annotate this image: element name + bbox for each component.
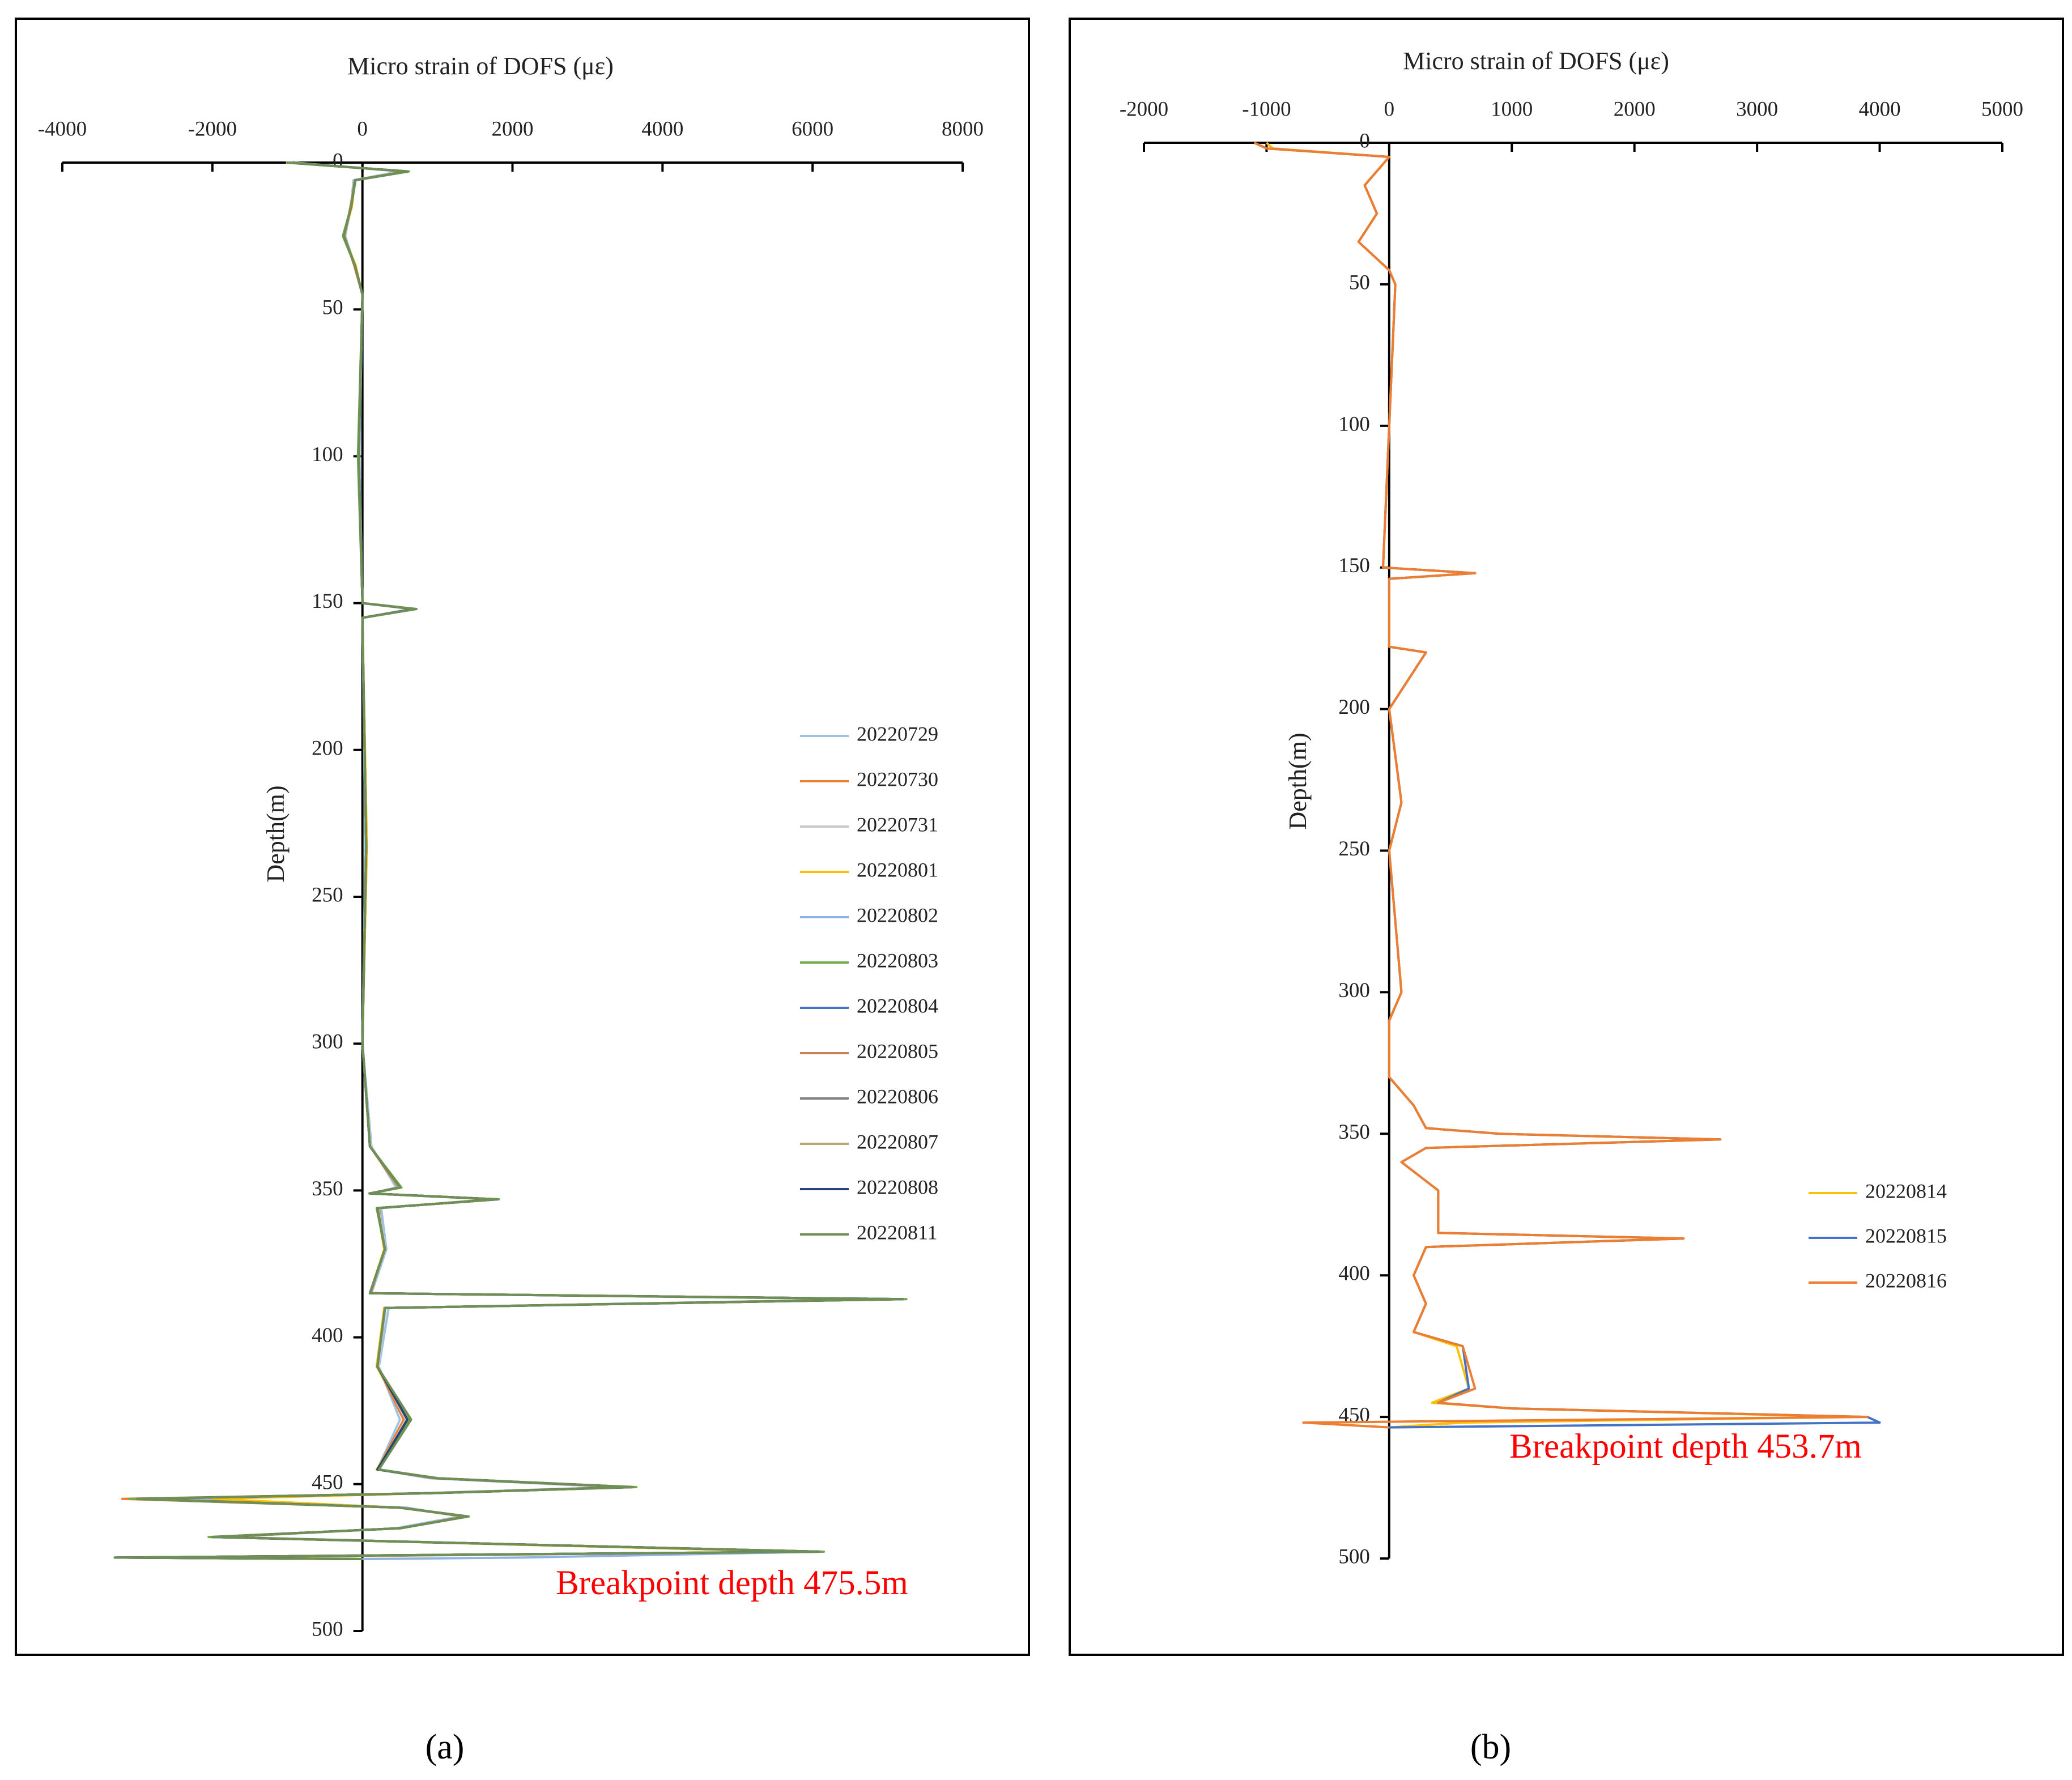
- y-tick-label: 50: [1349, 271, 1370, 294]
- legend-label: 20220807: [857, 1130, 938, 1153]
- x-axis-title: Micro strain of DOFS (με): [1403, 47, 1669, 75]
- y-axis-title: Depth(m): [1284, 733, 1312, 829]
- y-tick-label: 450: [312, 1471, 343, 1494]
- series-line: [113, 161, 908, 1560]
- y-tick-label: 250: [1338, 837, 1370, 861]
- y-tick-label: 500: [312, 1617, 343, 1641]
- y-tick-label: 150: [1338, 554, 1370, 577]
- y-tick-label: 0: [1359, 129, 1370, 152]
- series-line: [136, 161, 896, 1560]
- series-line: [121, 161, 889, 1560]
- series-line: [136, 161, 904, 1560]
- legend-label: 20220815: [1865, 1224, 1947, 1247]
- x-tick-label: 2000: [1614, 97, 1656, 121]
- y-tick-label: 300: [1338, 979, 1370, 1002]
- y-tick-label: 0: [333, 149, 343, 172]
- x-tick-label: 2000: [492, 117, 534, 140]
- legend-label: 20220803: [857, 949, 938, 972]
- y-tick-label: 150: [312, 590, 343, 613]
- series-line: [113, 161, 904, 1560]
- panel-frame: [15, 18, 1030, 1656]
- y-tick-label: 350: [312, 1177, 343, 1200]
- series-line: [121, 161, 904, 1560]
- legend-label: 20220805: [857, 1040, 938, 1062]
- y-tick-label: 200: [1338, 696, 1370, 719]
- y-tick-label: 200: [312, 736, 343, 760]
- y-tick-label: 500: [1338, 1545, 1370, 1568]
- y-tick-label: 450: [1338, 1404, 1370, 1427]
- series-line: [113, 161, 904, 1560]
- panel-label: (a): [426, 1728, 465, 1766]
- y-tick-label: 50: [322, 296, 343, 320]
- y-tick-label: 400: [312, 1324, 343, 1347]
- annotation: Breakpoint depth 475.5m: [556, 1564, 908, 1602]
- series-line: [181, 161, 900, 1560]
- legend-label: 20220801: [857, 858, 938, 881]
- x-tick-label: -1000: [1242, 97, 1291, 121]
- x-tick-label: -2000: [1120, 97, 1168, 121]
- x-tick-label: 4000: [1859, 97, 1901, 121]
- x-tick-label: -4000: [38, 117, 87, 140]
- legend-label: 20220729: [857, 722, 938, 745]
- y-tick-label: 400: [1338, 1262, 1370, 1285]
- y-tick-label: 300: [312, 1030, 343, 1054]
- legend-label: 20220816: [1865, 1269, 1947, 1292]
- y-tick-label: 100: [1338, 412, 1370, 436]
- x-tick-label: 6000: [792, 117, 833, 140]
- series-line: [113, 161, 904, 1560]
- x-tick-label: 1000: [1491, 97, 1533, 121]
- annotation: Breakpoint depth 453.7m: [1509, 1428, 1862, 1466]
- x-axis-title: Micro strain of DOFS (με): [347, 52, 614, 80]
- series-line: [1253, 142, 1869, 1429]
- panel-frame: [1069, 18, 2064, 1656]
- y-tick-label: 350: [1338, 1121, 1370, 1144]
- x-tick-label: -2000: [188, 117, 237, 140]
- x-tick-label: 0: [357, 117, 368, 140]
- legend-label: 20220730: [857, 768, 938, 790]
- legend-label: 20220804: [857, 994, 938, 1017]
- x-tick-label: 8000: [942, 117, 984, 140]
- series-line: [113, 161, 904, 1560]
- y-axis-title: Depth(m): [262, 785, 290, 882]
- x-tick-label: 0: [1384, 97, 1395, 121]
- y-tick-label: 250: [312, 883, 343, 906]
- x-tick-label: 3000: [1736, 97, 1778, 121]
- x-tick-label: 5000: [1981, 97, 2023, 121]
- legend-label: 20220811: [857, 1221, 938, 1244]
- y-tick-label: 100: [312, 443, 343, 466]
- legend-label: 20220806: [857, 1085, 938, 1108]
- legend-label: 20220814: [1865, 1179, 1947, 1202]
- legend-label: 20220808: [857, 1176, 938, 1198]
- legend-label: 20220802: [857, 904, 938, 926]
- series-line: [136, 161, 904, 1560]
- legend-label: 20220731: [857, 813, 938, 836]
- x-tick-label: 4000: [641, 117, 683, 140]
- panel-label: (b): [1470, 1728, 1511, 1766]
